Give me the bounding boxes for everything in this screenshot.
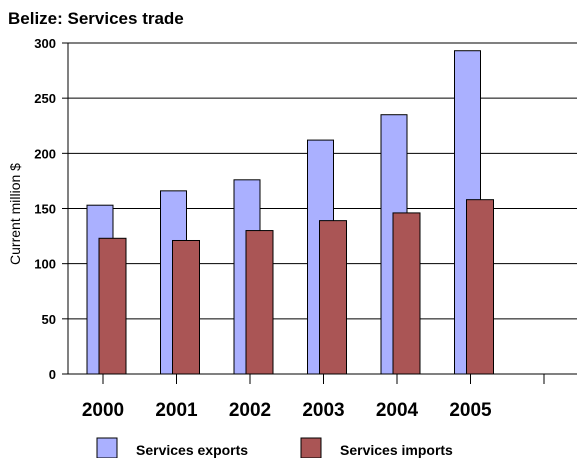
x-tick-label: 2003	[302, 400, 344, 421]
x-tick-label: 2000	[82, 400, 124, 421]
y-tick-label: 150	[34, 202, 56, 217]
x-tick-label: 2004	[376, 400, 419, 421]
bar-services-imports-2004	[392, 212, 421, 375]
bar-services-imports-2000	[98, 237, 127, 375]
legend-services-exports-swatch	[96, 437, 118, 458]
x-tick-label: 2005	[449, 400, 492, 421]
y-tick-label: 100	[34, 257, 56, 272]
legend-services-imports-label: Services imports	[340, 442, 453, 458]
y-tick-label: 250	[34, 91, 56, 106]
y-tick-label: 300	[34, 36, 56, 51]
y-tick-label: 50	[42, 312, 56, 327]
y-axis-label: Current million $	[7, 163, 23, 265]
y-tick-label: 0	[49, 367, 56, 382]
chart-title: Belize: Services trade	[8, 9, 184, 28]
bar-services-imports-2005	[466, 199, 494, 375]
y-tick-labels: 0 50 100 150 200 250 300	[34, 36, 56, 382]
legend-services-imports-swatch	[300, 437, 322, 458]
axes	[62, 42, 577, 384]
bar-services-imports-2002	[245, 230, 274, 375]
bar-services-imports-2003	[319, 220, 347, 375]
bars	[86, 50, 494, 375]
y-tick-label: 200	[34, 146, 56, 161]
legend: Services exports Services imports	[96, 437, 453, 458]
x-tick-labels: 2000 2001 2002 2003 2004 2005	[82, 400, 492, 421]
x-tick-label: 2002	[229, 400, 271, 421]
x-tick-label: 2001	[155, 400, 198, 421]
legend-services-exports-label: Services exports	[136, 442, 248, 458]
bar-services-imports-2001	[172, 239, 200, 375]
